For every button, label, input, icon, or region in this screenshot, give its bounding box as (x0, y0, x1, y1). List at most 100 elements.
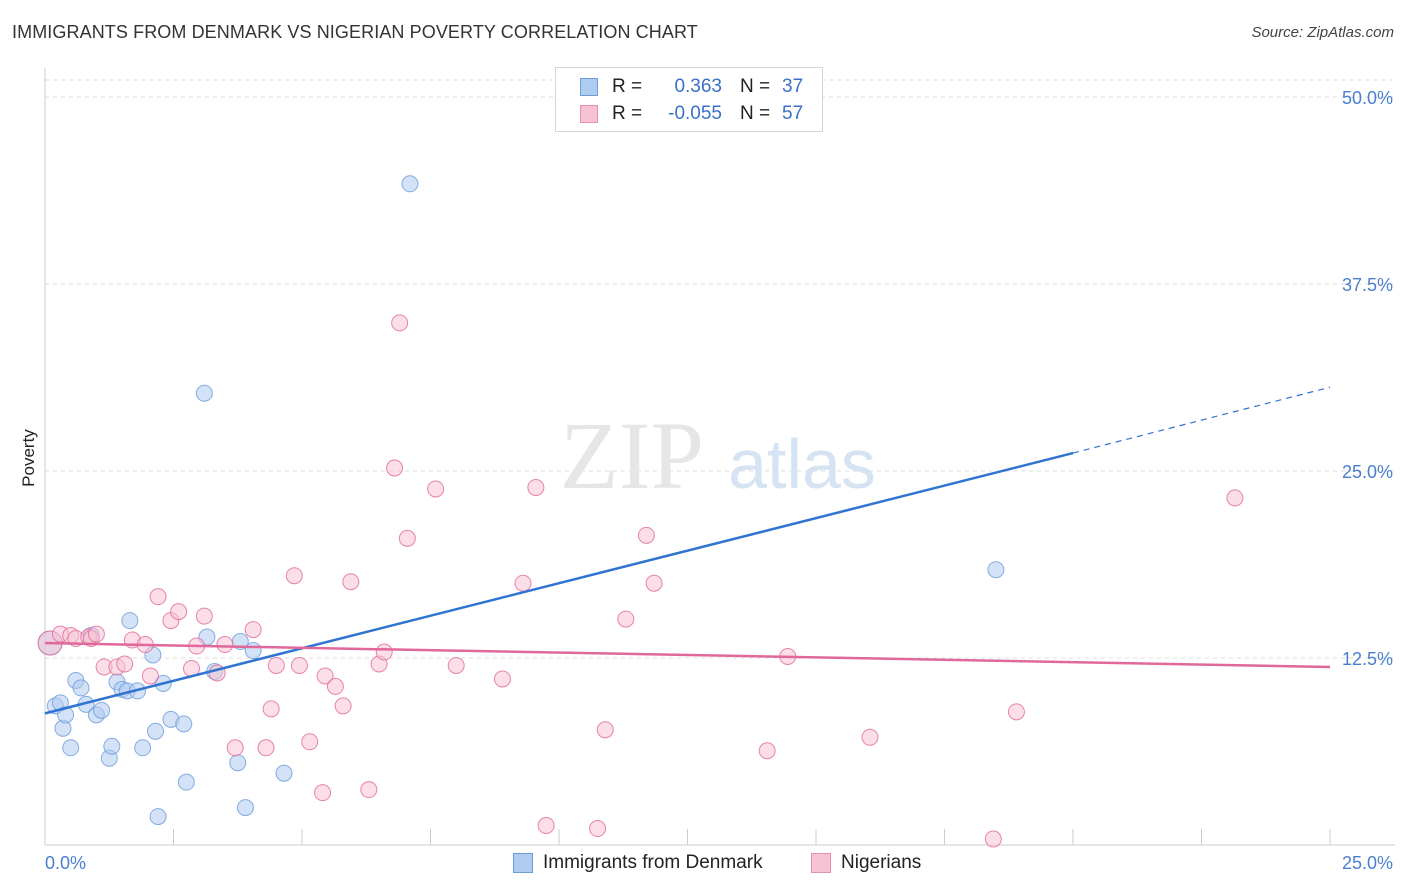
point-nigerians-34 (360, 781, 378, 799)
point-nigerians-31 (326, 677, 344, 695)
legend: R = 0.363 N = 37 R = -0.055 N = 57 (555, 67, 823, 132)
bottom-legend-nigerians[interactable]: Nigerians (811, 852, 921, 874)
legend-r-label: R = (612, 76, 643, 97)
y-tick-label-2: 37.5% (1342, 275, 1393, 295)
point-denmark-22 (149, 808, 167, 826)
point-nigerians-6 (87, 625, 105, 643)
point-denmark-4 (57, 706, 75, 724)
watermark: ZIP atlas (560, 402, 876, 509)
point-nigerians-21 (226, 739, 244, 757)
point-denmark-34 (275, 764, 293, 782)
point-nigerians-54 (984, 830, 1002, 848)
point-nigerians-53 (861, 728, 879, 746)
point-nigerians-18 (195, 607, 213, 625)
bottom-legend: Immigrants from Denmark Nigerians (0, 852, 1406, 878)
legend-row-denmark: R = 0.363 N = 37 (580, 74, 803, 100)
point-nigerians-15 (170, 603, 188, 621)
point-denmark-36 (987, 561, 1005, 579)
legend-row-nigerians: R = -0.055 N = 57 (580, 101, 803, 127)
point-nigerians-45 (537, 817, 555, 835)
point-nigerians-26 (285, 567, 303, 585)
x-tick-label-1: 25.0% (1342, 853, 1393, 873)
point-nigerians-24 (262, 700, 280, 718)
legend-swatch-denmark (580, 78, 598, 96)
point-denmark-7 (72, 679, 90, 697)
point-nigerians-46 (589, 820, 607, 838)
point-denmark-30 (229, 754, 247, 772)
legend-n-value: 37 (782, 76, 804, 97)
point-nigerians-44 (527, 478, 545, 496)
point-nigerians-49 (637, 526, 655, 544)
point-denmark-21 (147, 722, 165, 740)
point-nigerians-48 (617, 610, 635, 628)
point-denmark-25 (175, 715, 193, 733)
point-denmark-33 (244, 642, 262, 660)
bottom-legend-label-denmark: Immigrants from Denmark (543, 852, 763, 873)
y-tick-label-3: 50.0% (1342, 88, 1393, 108)
point-nigerians-51 (758, 742, 776, 760)
watermark-zip: ZIP (560, 402, 704, 509)
point-nigerians-38 (391, 314, 409, 332)
data-points (37, 175, 1244, 848)
point-nigerians-36 (375, 643, 393, 661)
trend-line-denmark-extension (1072, 386, 1331, 454)
x-tick-label-0: 0.0% (45, 853, 86, 873)
trend-line-nigerians (44, 641, 1331, 669)
source-label: Source: ZipAtlas.com (1251, 24, 1394, 41)
trend-line-denmark (44, 451, 1074, 715)
y-tick-label-0: 12.5% (1342, 649, 1393, 669)
point-denmark-19 (134, 739, 152, 757)
point-nigerians-20 (216, 636, 234, 654)
point-nigerians-29 (314, 784, 332, 802)
watermark-atlas: atlas (728, 425, 876, 503)
point-nigerians-28 (301, 733, 319, 751)
point-nigerians-50 (645, 574, 663, 592)
legend-r-label: R = (612, 103, 643, 124)
point-nigerians-43 (514, 574, 532, 592)
bottom-legend-label-nigerians: Nigerians (841, 852, 922, 873)
legend-r-value: 0.363 (674, 76, 722, 97)
axes (44, 68, 1395, 846)
legend-n-label: N = (740, 76, 771, 97)
point-denmark-11 (93, 701, 111, 719)
legend-n-value: 57 (782, 103, 804, 124)
point-denmark-35 (401, 175, 419, 193)
tick-labels: 12.5% 25.0% 37.5% 50.0% 0.0% 25.0% (45, 88, 1393, 873)
point-nigerians-39 (398, 529, 416, 547)
point-nigerians-23 (257, 739, 275, 757)
point-nigerians-37 (386, 459, 404, 477)
point-nigerians-22 (244, 621, 262, 639)
point-denmark-27 (195, 384, 213, 402)
chart-title: IMMIGRANTS FROM DENMARK VS NIGERIAN POVE… (12, 22, 698, 42)
point-nigerians-47 (596, 721, 614, 739)
point-nigerians-12 (141, 667, 159, 685)
point-nigerians-13 (149, 588, 167, 606)
bottom-legend-denmark[interactable]: Immigrants from Denmark (513, 852, 763, 874)
point-nigerians-9 (116, 655, 134, 673)
legend-swatch-nigerians (580, 105, 598, 123)
grid-lines (45, 79, 1395, 659)
point-nigerians-27 (290, 656, 308, 674)
y-tick-label-1: 25.0% (1342, 462, 1393, 482)
point-nigerians-41 (447, 656, 465, 674)
point-nigerians-55 (1007, 703, 1025, 721)
point-nigerians-42 (493, 670, 511, 688)
y-axis-label: Poverty (19, 429, 38, 487)
point-nigerians-32 (334, 697, 352, 715)
bottom-legend-swatch-nigerians (811, 853, 831, 873)
trend-lines (44, 386, 1331, 715)
point-denmark-32 (236, 799, 254, 817)
point-nigerians-25 (267, 656, 285, 674)
point-denmark-17 (121, 612, 139, 630)
bottom-legend-swatch-denmark (513, 853, 533, 873)
point-nigerians-33 (342, 573, 360, 591)
point-denmark-13 (103, 737, 121, 755)
legend-r-value: -0.055 (668, 103, 722, 124)
legend-n-label: N = (740, 103, 771, 124)
point-denmark-5 (62, 739, 80, 757)
point-nigerians-40 (427, 480, 445, 498)
point-nigerians-30 (316, 667, 334, 685)
point-denmark-26 (177, 773, 195, 791)
point-nigerians-56 (1226, 489, 1244, 507)
